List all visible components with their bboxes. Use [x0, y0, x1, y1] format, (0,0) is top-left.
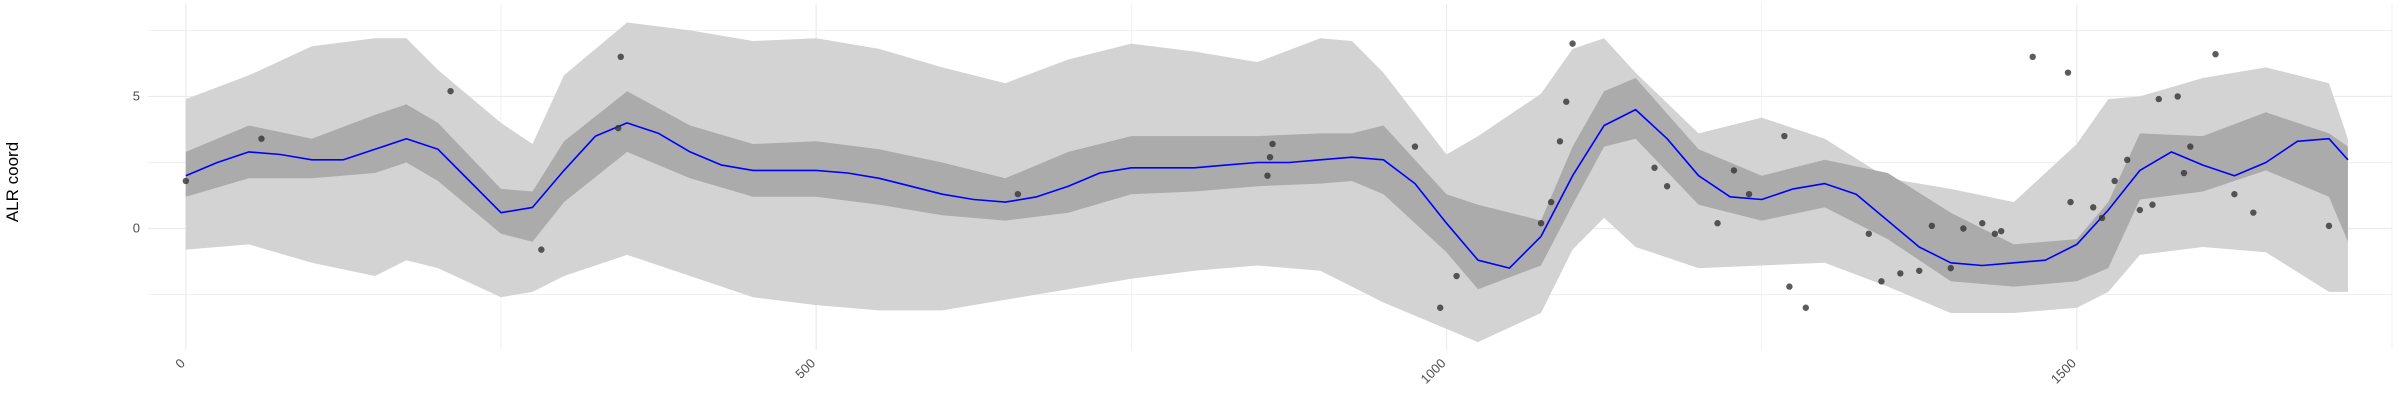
data-point: [1264, 172, 1271, 179]
data-point: [2098, 214, 2106, 222]
data-point: [1916, 267, 1923, 274]
data-point: [1786, 283, 1793, 290]
data-point: [2149, 201, 2156, 208]
fitted-line-path: [185, 108, 2349, 269]
data-point: [2180, 169, 2188, 177]
data-point: [1569, 40, 1576, 47]
y-tick-label: 0: [133, 221, 140, 236]
data-point: [1745, 190, 1753, 198]
data-point: [1663, 183, 1671, 190]
data-point: [615, 124, 622, 132]
y-tick-label: 5: [133, 88, 140, 103]
data-point: [1266, 153, 1274, 161]
data-point: [2212, 50, 2219, 58]
data-point: [2029, 53, 2036, 61]
x-tick-label: 500: [792, 356, 818, 382]
data-point: [1878, 278, 1885, 285]
data-point: [2067, 198, 2074, 206]
data-point: [2124, 156, 2131, 164]
data-point: [617, 53, 624, 61]
data-point: [1991, 230, 1999, 237]
data-point: [447, 87, 454, 95]
data-point: [182, 177, 190, 185]
data-point: [2174, 93, 2181, 100]
data-point: [2187, 143, 2194, 150]
data-point: [1014, 190, 1022, 198]
fitted-line: [185, 108, 2349, 269]
data-point: [2136, 206, 2144, 214]
inner-confidence-band: [185, 78, 2348, 290]
x-tick-label: 0: [172, 356, 188, 372]
data-point: [1979, 220, 1986, 227]
y-tick-labels: 05: [133, 88, 140, 235]
data-point: [2155, 95, 2162, 103]
data-point: [2111, 177, 2118, 185]
data-point: [1714, 220, 1721, 227]
x-tick-labels: 0 500 1000 1500: [172, 356, 2079, 387]
data-point: [1897, 270, 1904, 277]
data-point: [538, 246, 545, 253]
data-point: [1730, 167, 1738, 174]
data-point: [1928, 222, 1936, 230]
data-point: [1411, 143, 1419, 150]
inner-band-area: [185, 78, 2348, 290]
data-point: [1547, 198, 1555, 206]
data-point: [1781, 132, 1788, 140]
y-axis-title: ALR coord: [3, 142, 22, 222]
data-point: [2325, 222, 2333, 230]
x-tick-label: 1500: [2048, 356, 2079, 387]
data-point: [1453, 272, 1460, 280]
observed-points: [182, 40, 2333, 311]
data-point: [1960, 225, 1967, 232]
data-point: [1802, 304, 1809, 311]
x-tick-label: 1000: [1418, 356, 1449, 387]
data-point: [1556, 138, 1564, 145]
data-point: [2250, 209, 2257, 216]
data-point: [2231, 190, 2238, 198]
data-point: [1865, 230, 1873, 237]
data-point: [1947, 264, 1954, 272]
data-point: [2064, 69, 2072, 76]
data-point: [1537, 220, 1545, 227]
data-point: [2090, 204, 2097, 211]
data-point: [1269, 140, 1276, 148]
data-point: [1563, 98, 1570, 105]
data-point: [1997, 227, 2005, 235]
data-point: [1651, 164, 1658, 171]
data-point: [258, 135, 265, 142]
data-point: [1436, 304, 1444, 311]
